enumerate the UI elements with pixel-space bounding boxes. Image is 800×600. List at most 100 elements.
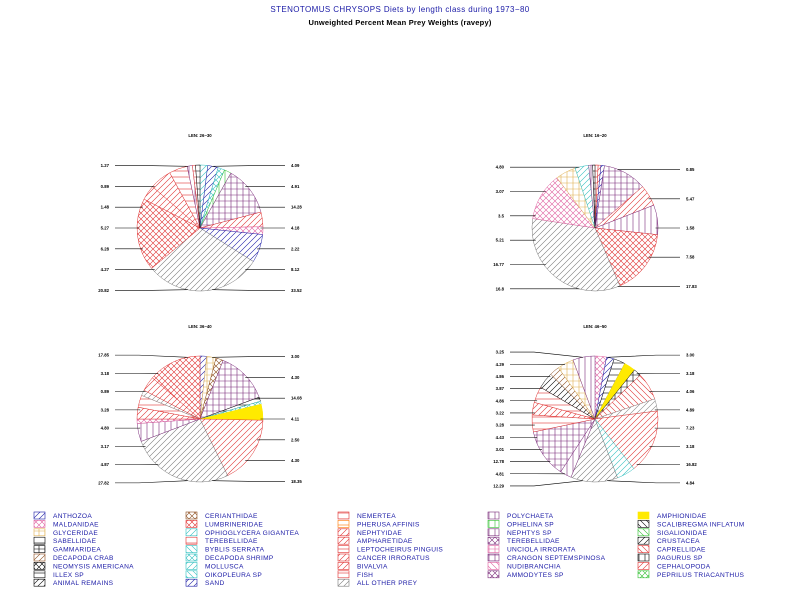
pie-slice	[199, 360, 260, 420]
slice-label: 3.00	[686, 353, 695, 358]
legend-item: NEPHTYIDAE	[337, 528, 402, 537]
slice-label: 18.35	[291, 479, 302, 484]
legend-item: TEREBELLIDAE	[185, 536, 258, 545]
slice-label: 3.07	[496, 189, 505, 194]
legend-label: SAND	[205, 580, 225, 587]
legend-swatch	[185, 562, 198, 570]
pie-panel-1: LEN: 26−30 1.27 0.89 1.48 5.27 6.28 4.27 20.82 4…	[98, 133, 302, 293]
legend-item: BIVALVIA	[337, 562, 388, 570]
pie-slice	[594, 227, 658, 287]
legend-label: GLYCERIDAE	[53, 530, 98, 537]
legend-label: CRUSTACEA	[657, 538, 700, 545]
slice-label: 3.87	[496, 386, 505, 391]
slice-label: 5.21	[496, 238, 505, 243]
legend-swatch	[337, 520, 350, 528]
legend-swatch	[185, 545, 198, 553]
legend-item: OIKOPLEURA SP	[185, 570, 262, 579]
slice-label: 12.78	[493, 459, 504, 464]
pie-panel-4: LEN: 46−50 3.25 4.29 4.86 3.87 4.86 3.22 3.28 4.…	[493, 324, 697, 488]
slice-label: 1.48	[101, 205, 110, 210]
legend-item: GAMMARIDEA	[33, 545, 101, 554]
legend-label: SCALIBREGMA INFLATUM	[657, 521, 745, 528]
pie-slice	[572, 355, 596, 420]
legend-label: FISH	[357, 572, 373, 579]
legend-item: NUDIBRANCHIA	[487, 562, 561, 570]
legend-item: SAND	[185, 578, 225, 587]
legend-item: AMPHIONIDAE	[637, 511, 707, 520]
slice-label: 4.09	[291, 163, 300, 168]
leader-line	[115, 480, 188, 484]
slice-label: 4.91	[291, 184, 300, 189]
legend-swatch	[33, 528, 46, 537]
slice-label: 16.8	[496, 286, 505, 291]
legend-item: ANTHOZOA	[33, 511, 92, 520]
legend-swatch	[637, 536, 650, 545]
slice-label: 4.86	[496, 398, 505, 403]
pie-title: LEN: 36−40	[188, 324, 212, 329]
legend-item: AMMODYTES SP	[487, 570, 564, 579]
legend-label: LEPTOCHEIRUS PINGUIS	[357, 547, 443, 554]
leader-line	[212, 480, 285, 482]
legend-item: POLYCHAETA	[487, 511, 553, 520]
legend-item: CANCER IRRORATUS	[337, 553, 430, 562]
legend-item: GLYCERIDAE	[33, 528, 98, 537]
leader-line	[510, 351, 583, 358]
legend-swatch	[487, 570, 500, 579]
legend-label: CERIANTHIDAE	[205, 513, 258, 520]
slice-label: 7.23	[686, 426, 695, 431]
slice-label: 33.52	[291, 288, 302, 293]
legend-item: LUMBRINERIDAE	[185, 520, 263, 528]
pie-slice	[592, 164, 596, 229]
slice-label: 3.18	[686, 444, 695, 449]
legend-label: AMPHIONIDAE	[657, 513, 707, 520]
leader-line	[607, 354, 680, 358]
leader-line	[607, 480, 680, 484]
legend-item: PAGURUS SP	[637, 553, 703, 562]
legend-swatch	[185, 570, 198, 579]
pie-slice	[152, 355, 201, 420]
slice-label: 3.18	[101, 371, 110, 376]
legend-swatch	[337, 536, 350, 545]
legend-label: ANTHOZOA	[53, 513, 92, 520]
slice-label: 4.06	[686, 389, 695, 394]
pie-panel-3: LEN: 36−40 17.85 3.18 0.89 3.28 4.80 3.17 4.87 2…	[98, 324, 302, 485]
slice-label: 20.82	[98, 288, 109, 293]
legend-label: NEPHTYIDAE	[357, 530, 402, 537]
legend-swatch	[637, 528, 650, 537]
pie-panels: LEN: 26−30 1.27 0.89 1.48 5.27 6.28 4.27 20.82 4…	[98, 133, 697, 488]
pie-slice	[151, 227, 254, 292]
legend-swatch	[487, 562, 500, 570]
legend-label: AMMODYTES SP	[507, 572, 564, 579]
legend-item: CRUSTACEA	[637, 536, 700, 545]
pie-slice	[199, 418, 264, 476]
slice-label: 8.12	[291, 267, 300, 272]
legend-item: ANIMAL REMAINS	[33, 578, 113, 587]
legend-swatch	[487, 536, 500, 545]
legend-item: LEPTOCHEIRUS PINGUIS	[337, 545, 443, 554]
slice-label: 17.85	[98, 353, 109, 358]
legend-swatch	[337, 570, 350, 579]
slice-label: 4.84	[686, 480, 695, 485]
legend-label: GAMMARIDEA	[53, 547, 101, 554]
legend-item: NEOMYSIS AMERICANA	[33, 562, 134, 570]
legend-swatch	[637, 570, 650, 579]
slice-label: 1.58	[686, 226, 695, 231]
slice-label: 17.83	[686, 284, 697, 289]
legend-label: ALL OTHER PREY	[357, 580, 418, 587]
legend-label: NEMERTEA	[357, 513, 396, 520]
slice-label: 4.27	[101, 267, 110, 272]
legend-label: TEREBELLIDAE	[507, 538, 560, 545]
slice-label: 3.00	[291, 354, 300, 359]
slice-label: 5.27	[101, 226, 110, 231]
legend-item: CEPHALOPODA	[637, 562, 711, 570]
legend-swatch	[337, 562, 350, 570]
legend-label: CRANGON SEPTEMSPINOSA	[507, 555, 606, 562]
leader-line	[115, 354, 188, 358]
legend-label: NEPHTYS SP	[507, 530, 552, 537]
slice-label: 0.85	[686, 167, 695, 172]
slice-label: 4.43	[496, 435, 505, 440]
legend-swatch	[487, 511, 500, 520]
slice-label: 27.82	[98, 480, 109, 485]
legend-item: NEMERTEA	[337, 511, 396, 520]
slice-label: 6.28	[101, 246, 110, 251]
